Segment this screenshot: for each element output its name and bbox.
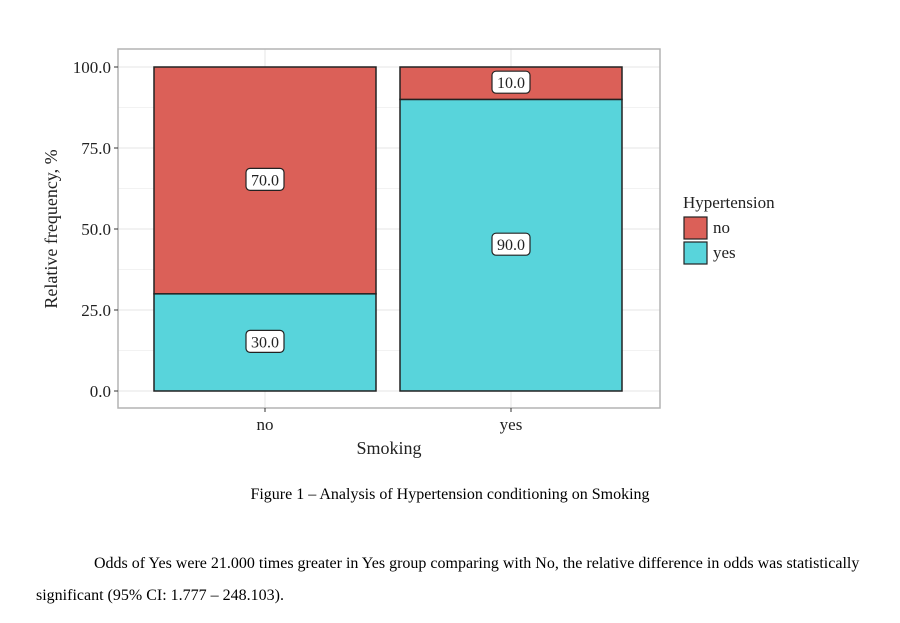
y-tick-label: 75.0 (81, 139, 111, 158)
stacked-bar-chart: 0.0 25.0 50.0 75.0 100.0 no yes 30.0 70.0 90.0 10.… (41, 48, 775, 458)
legend-title: Hypertension (683, 193, 775, 212)
data-label-box (245, 329, 285, 353)
legend-label: no (713, 218, 730, 237)
y-tick-label: 25.0 (81, 301, 111, 320)
legend-key-yes (683, 241, 708, 265)
y-axis-title: Relative frequency, % (41, 149, 61, 308)
figure-caption: Figure 1 – Analysis of Hypertension cond… (250, 486, 650, 503)
x-tick-label: yes (500, 415, 523, 434)
data-label-box (245, 167, 285, 191)
legend-label: yes (713, 243, 736, 262)
y-tick-label: 0.0 (90, 382, 111, 401)
data-label: 10.0 (497, 75, 525, 92)
y-tick-label: 50.0 (81, 220, 111, 239)
legend-key-no (683, 216, 708, 240)
y-tick-label: 100.0 (73, 58, 111, 77)
results-paragraph: Odds of Yes were 21.000 times greater in… (36, 555, 860, 604)
data-label: 30.0 (251, 334, 279, 351)
data-label-box (491, 232, 531, 256)
data-label-box (491, 70, 531, 94)
data-label: 90.0 (497, 237, 525, 254)
data-label: 70.0 (251, 172, 279, 189)
x-tick-label: no (257, 415, 274, 434)
x-axis-title: Smoking (356, 438, 421, 458)
